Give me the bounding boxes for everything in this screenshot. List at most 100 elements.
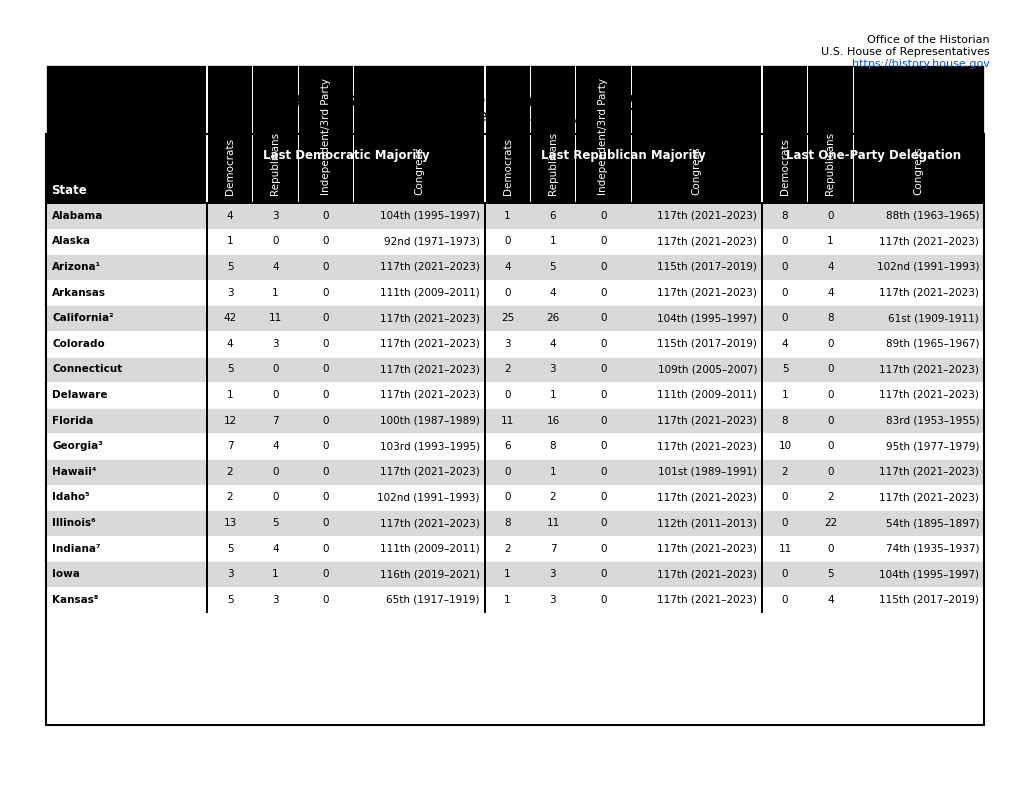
Text: 2: 2	[549, 492, 555, 503]
Text: 0: 0	[781, 236, 788, 247]
Text: 61st (1909-1911): 61st (1909-1911)	[888, 313, 978, 323]
Text: 1: 1	[781, 390, 788, 400]
Text: 6: 6	[549, 210, 555, 221]
Text: 0: 0	[322, 544, 329, 554]
Text: 11: 11	[777, 544, 791, 554]
Text: 117th (2021–2023): 117th (2021–2023)	[656, 492, 756, 503]
Text: Changes in State Delegation Party Majorities: Changes in State Delegation Party Majori…	[262, 91, 757, 110]
Text: 117th (2021–2023): 117th (2021–2023)	[656, 236, 756, 247]
Text: Republicans: Republicans	[824, 132, 835, 195]
Text: 5: 5	[226, 262, 233, 272]
Text: 102nd (1991–1993): 102nd (1991–1993)	[377, 492, 479, 503]
Text: 0: 0	[503, 390, 511, 400]
Text: 104th (1995–1997): 104th (1995–1997)	[878, 569, 978, 579]
Text: Office of the Historian: Office of the Historian	[866, 35, 988, 46]
Text: 0: 0	[599, 288, 606, 298]
Text: 5: 5	[226, 595, 233, 605]
Text: 0: 0	[503, 466, 511, 477]
Text: 101st (1989–1991): 101st (1989–1991)	[657, 466, 756, 477]
Text: 0: 0	[599, 262, 606, 272]
Text: 1: 1	[826, 236, 833, 247]
Text: Hawaii⁴: Hawaii⁴	[52, 466, 97, 477]
Text: 0: 0	[781, 313, 788, 323]
Text: 0: 0	[322, 210, 329, 221]
Text: 0: 0	[781, 288, 788, 298]
Text: 104th (1995–1997): 104th (1995–1997)	[656, 313, 756, 323]
Text: Independent/3rd Party: Independent/3rd Party	[598, 78, 607, 195]
Text: Arizona¹: Arizona¹	[52, 262, 101, 272]
Text: 6: 6	[503, 441, 511, 452]
Text: Connecticut: Connecticut	[52, 364, 122, 374]
Text: 7: 7	[226, 441, 233, 452]
Text: Florida: Florida	[52, 415, 94, 426]
Text: 111th (2009–2011): 111th (2009–2011)	[380, 544, 479, 554]
Text: 2: 2	[826, 492, 833, 503]
Text: 0: 0	[322, 595, 329, 605]
Text: 111th (2009–2011): 111th (2009–2011)	[380, 288, 479, 298]
Text: 26: 26	[546, 313, 559, 323]
Text: 2: 2	[226, 466, 233, 477]
Text: State: State	[51, 184, 87, 197]
Text: 0: 0	[781, 595, 788, 605]
Text: Georgia³: Georgia³	[52, 441, 103, 452]
Text: 3: 3	[272, 210, 278, 221]
Text: 115th (2017–2019): 115th (2017–2019)	[656, 339, 756, 349]
Text: 117th (2021–2023): 117th (2021–2023)	[656, 288, 756, 298]
Text: 95th (1977–1979): 95th (1977–1979)	[884, 441, 978, 452]
Text: 11: 11	[546, 518, 559, 528]
Text: 0: 0	[599, 492, 606, 503]
Text: 0: 0	[599, 339, 606, 349]
Text: 1: 1	[549, 466, 555, 477]
Text: 117th (2021–2023): 117th (2021–2023)	[878, 288, 978, 298]
Text: 0: 0	[503, 236, 511, 247]
Text: 4: 4	[826, 595, 833, 605]
Text: 10: 10	[777, 441, 791, 452]
Text: 12: 12	[223, 415, 236, 426]
Text: 89th (1965–1967): 89th (1965–1967)	[884, 339, 978, 349]
Text: 3: 3	[272, 595, 278, 605]
Text: Last Republican Majority: Last Republican Majority	[541, 149, 705, 162]
Text: 0: 0	[599, 441, 606, 452]
Text: 3: 3	[503, 339, 511, 349]
Text: 0: 0	[322, 492, 329, 503]
Text: Congress: Congress	[913, 147, 923, 195]
Text: 5: 5	[226, 364, 233, 374]
Text: 117th (2021–2023): 117th (2021–2023)	[379, 466, 479, 477]
Text: 3: 3	[226, 569, 233, 579]
Text: 3: 3	[549, 595, 555, 605]
Text: 5: 5	[272, 518, 278, 528]
Text: 0: 0	[781, 569, 788, 579]
Text: 0: 0	[322, 569, 329, 579]
Text: 115th (2017–2019): 115th (2017–2019)	[878, 595, 978, 605]
Text: 7: 7	[272, 415, 278, 426]
Text: 117th (2021–2023): 117th (2021–2023)	[656, 210, 756, 221]
Text: 0: 0	[599, 544, 606, 554]
Text: 0: 0	[322, 415, 329, 426]
Text: 4: 4	[226, 339, 233, 349]
Text: Alaska: Alaska	[52, 236, 91, 247]
Text: 117th (2021–2023): 117th (2021–2023)	[878, 466, 978, 477]
Text: Indiana⁷: Indiana⁷	[52, 544, 101, 554]
Text: 1: 1	[226, 390, 233, 400]
Text: 0: 0	[322, 262, 329, 272]
Text: 117th (2021–2023): 117th (2021–2023)	[656, 415, 756, 426]
Text: 100th (1987–1989): 100th (1987–1989)	[379, 415, 479, 426]
Text: 0: 0	[599, 466, 606, 477]
Text: 2: 2	[226, 492, 233, 503]
Text: 117th (2021–2023): 117th (2021–2023)	[656, 569, 756, 579]
Text: Kansas⁸: Kansas⁸	[52, 595, 99, 605]
Text: 25: 25	[500, 313, 514, 323]
Text: 3: 3	[272, 339, 278, 349]
Text: 0: 0	[272, 390, 278, 400]
Text: 0: 0	[826, 544, 833, 554]
Text: 4: 4	[549, 339, 555, 349]
Text: 8: 8	[549, 441, 555, 452]
Text: Last Democratic Majority: Last Democratic Majority	[263, 149, 429, 162]
Text: 109th (2005–2007): 109th (2005–2007)	[657, 364, 756, 374]
Text: Independent/3rd Party: Independent/3rd Party	[321, 78, 330, 195]
Text: 0: 0	[322, 313, 329, 323]
Text: California²: California²	[52, 313, 113, 323]
Text: 4: 4	[549, 288, 555, 298]
Text: 117th (2021–2023): 117th (2021–2023)	[656, 544, 756, 554]
Text: 117th (2021–2023): 117th (2021–2023)	[656, 441, 756, 452]
